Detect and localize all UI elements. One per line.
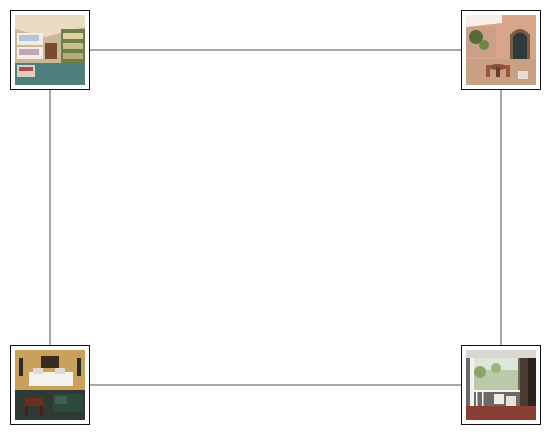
living-room-photo xyxy=(15,350,85,420)
thumbnail-house-courtyard[interactable] xyxy=(461,10,541,90)
thumbnail-bedroom-bunk-beds[interactable] xyxy=(10,10,90,90)
courtyard-photo xyxy=(466,15,536,85)
porch-photo xyxy=(466,350,536,420)
bedroom-photo xyxy=(15,15,85,85)
thumbnail-covered-porch[interactable] xyxy=(461,345,541,425)
thumbnail-living-room[interactable] xyxy=(10,345,90,425)
